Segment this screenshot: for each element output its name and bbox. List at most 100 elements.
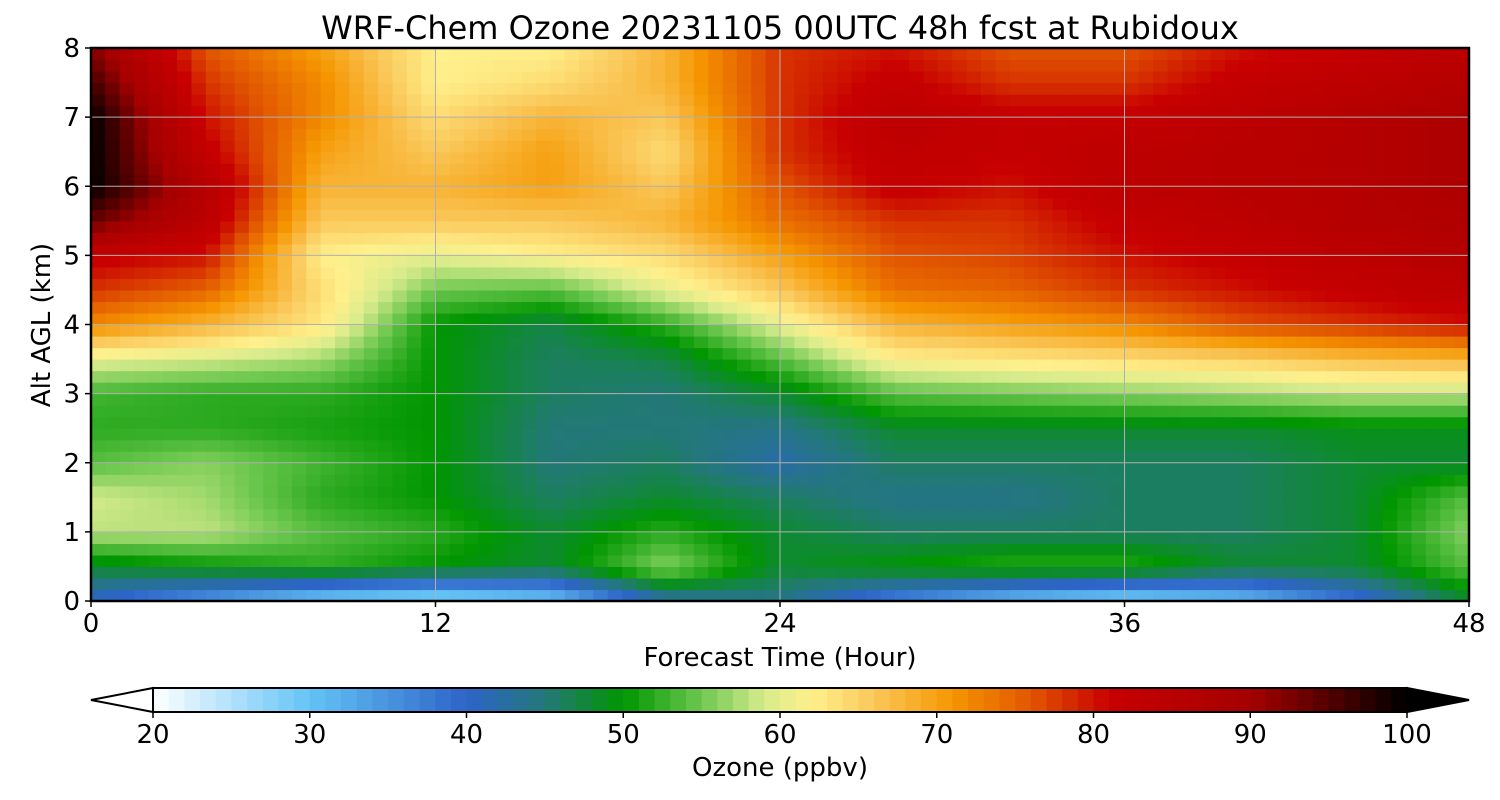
heatmap-cell <box>1110 197 1126 210</box>
heatmap-cell <box>851 451 867 464</box>
heatmap-cell <box>234 243 250 256</box>
heatmap-cell <box>464 140 480 153</box>
heatmap-cell <box>177 382 193 395</box>
heatmap-cell <box>119 163 135 176</box>
heatmap-cell <box>1224 428 1240 441</box>
heatmap-cell <box>220 266 236 280</box>
heatmap-cell <box>1296 577 1312 591</box>
heatmap-cell <box>966 186 982 199</box>
heatmap-cell <box>1397 531 1413 544</box>
heatmap-cell <box>148 289 164 303</box>
heatmap-cell <box>866 232 882 245</box>
heatmap-cell <box>837 554 853 568</box>
heatmap-cell <box>693 59 709 72</box>
heatmap-cell <box>1296 451 1312 464</box>
heatmap-cell <box>162 589 178 601</box>
heatmap-cell <box>363 577 379 591</box>
heatmap-cell <box>794 48 810 61</box>
heatmap-cell <box>205 105 221 118</box>
heatmap-cell <box>966 416 982 429</box>
heatmap-cell <box>837 405 853 418</box>
heatmap-cell <box>1311 336 1327 349</box>
heatmap-cell <box>1454 197 1469 210</box>
heatmap-cell <box>1138 266 1154 280</box>
heatmap-cell <box>464 428 480 441</box>
heatmap-cell <box>248 151 264 164</box>
heatmap-cell <box>320 48 336 61</box>
heatmap-cell <box>1411 140 1427 153</box>
heatmap-cell <box>622 589 638 601</box>
heatmap-cell <box>291 312 307 326</box>
heatmap-cell <box>277 359 293 372</box>
heatmap-cell <box>1311 232 1327 245</box>
heatmap-cell <box>335 520 350 533</box>
heatmap-cell <box>1454 497 1469 510</box>
heatmap-cell <box>1009 266 1025 280</box>
heatmap-cell <box>980 163 996 176</box>
x-tick-label: 12 <box>419 609 452 639</box>
heatmap-cell <box>1411 577 1427 591</box>
heatmap-cell <box>1296 439 1312 452</box>
heatmap-cell <box>1253 48 1269 61</box>
heatmap-cell <box>306 163 322 176</box>
heatmap-cell <box>1368 105 1384 118</box>
heatmap-cell <box>636 520 652 533</box>
heatmap-cell <box>291 508 307 521</box>
heatmap-cell <box>492 243 508 256</box>
heatmap-cell <box>105 531 121 544</box>
heatmap-cell <box>550 140 566 153</box>
heatmap-cell <box>722 393 738 406</box>
heatmap-cell <box>607 59 623 72</box>
heatmap-cell <box>1354 140 1370 153</box>
heatmap-cell <box>220 174 236 187</box>
heatmap-cell <box>966 278 982 291</box>
heatmap-cell <box>363 289 379 303</box>
heatmap-cell <box>1210 255 1226 268</box>
heatmap-cell <box>521 462 537 475</box>
heatmap-cell <box>1095 428 1111 441</box>
heatmap-cell <box>564 71 580 84</box>
heatmap-cell <box>205 497 221 510</box>
heatmap-cell <box>564 485 580 498</box>
heatmap-cell <box>406 105 422 118</box>
heatmap-cell <box>535 232 551 245</box>
heatmap-cell <box>1368 301 1384 314</box>
heatmap-cell <box>952 255 968 268</box>
heatmap-cell <box>880 359 896 372</box>
heatmap-cell <box>406 485 422 498</box>
heatmap-cell <box>607 554 623 568</box>
heatmap-cell <box>708 163 724 176</box>
heatmap-cell <box>579 370 594 383</box>
heatmap-cell <box>751 117 767 130</box>
heatmap-cell <box>91 347 106 360</box>
heatmap-cell <box>1425 577 1441 591</box>
heatmap-cell <box>363 186 379 199</box>
heatmap-cell <box>162 485 178 498</box>
heatmap-cell <box>1440 428 1456 441</box>
heatmap-cell <box>1009 497 1025 510</box>
heatmap-cell <box>378 48 394 61</box>
heatmap-cell <box>1239 520 1255 533</box>
heatmap-cell <box>579 71 594 84</box>
heatmap-cell <box>607 243 623 256</box>
heatmap-cell <box>1081 324 1097 337</box>
heatmap-cell <box>923 301 939 314</box>
heatmap-cell <box>1339 82 1355 95</box>
heatmap-cell <box>937 554 953 568</box>
heatmap-cell <box>995 94 1011 107</box>
heatmap-cell <box>363 508 379 521</box>
heatmap-cell <box>134 151 150 164</box>
heatmap-cell <box>909 197 925 210</box>
heatmap-cell <box>564 336 580 349</box>
heatmap-cell <box>1268 105 1283 118</box>
heatmap-cell <box>607 405 623 418</box>
heatmap-cell <box>722 474 738 487</box>
heatmap-cell <box>1196 151 1212 164</box>
colorbar-segment <box>529 688 546 712</box>
heatmap-cell <box>593 105 609 118</box>
heatmap-cell <box>794 301 810 314</box>
heatmap-cell <box>708 301 724 314</box>
heatmap-cell <box>780 255 795 268</box>
heatmap-cell <box>1067 577 1083 591</box>
heatmap-cell <box>1153 174 1169 187</box>
